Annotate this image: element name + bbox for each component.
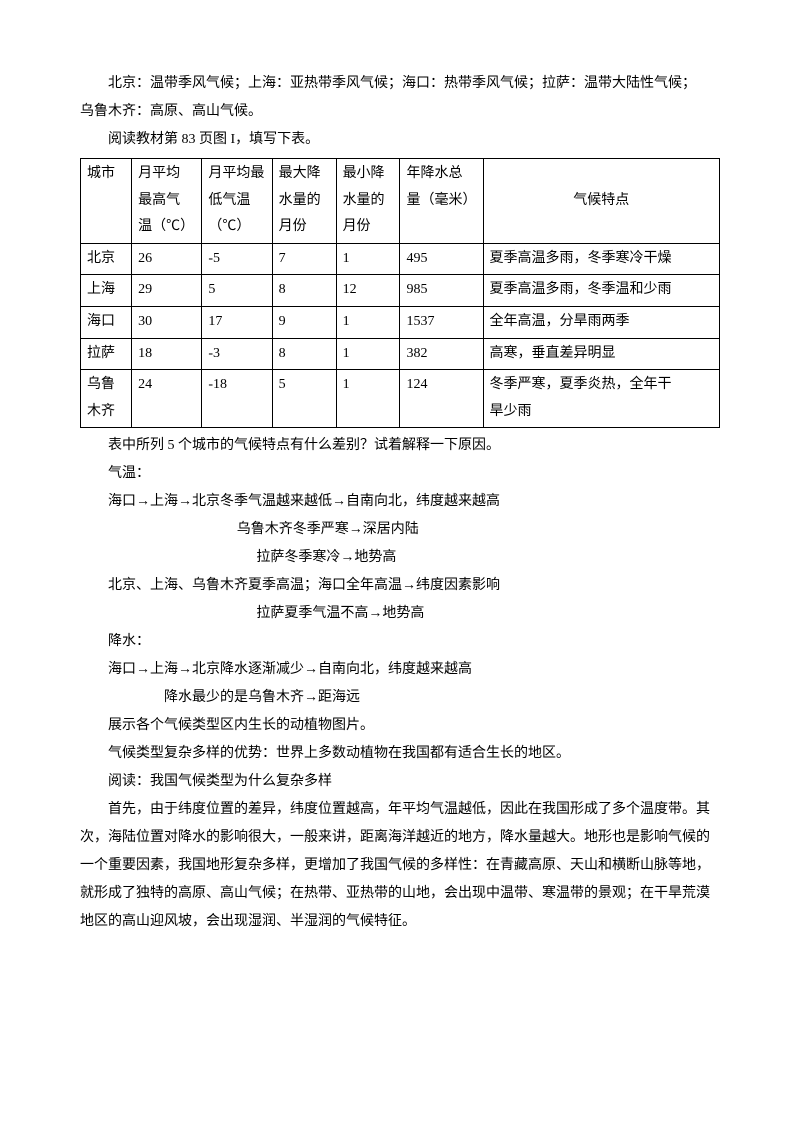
cell: 全年高温，分旱雨两季 [483,306,719,338]
instruction: 阅读教材第 83 页图 I，填写下表。 [80,126,720,154]
cell: 9 [272,306,336,338]
cell: 1537 [400,306,483,338]
climate-table: 城市 月平均最高气温（℃） 月平均最低气温（℃） 最大降水量的月份 最小降水量的… [80,158,720,428]
cell: 乌鲁木齐 [81,370,132,428]
temp-line-5: 拉萨夏季气温不高→地势高 [80,600,720,628]
col-feature: 气候特点 [483,159,719,244]
temp-line-3: 拉萨冬季寒冷→地势高 [80,544,720,572]
col-total: 年降水总量（毫米） [400,159,483,244]
cell: 1 [336,243,400,275]
question: 表中所列 5 个城市的气候特点有什么差别？试着解释一下原因。 [80,432,720,460]
cell: 1 [336,370,400,428]
cell: 17 [202,306,272,338]
table-row: 拉萨 18 -3 8 1 382 高寒，垂直差异明显 [81,338,720,370]
cell: 124 [400,370,483,428]
col-city: 城市 [81,159,132,244]
cell: 24 [132,370,202,428]
cell: 382 [400,338,483,370]
read-heading: 阅读：我国气候类型为什么复杂多样 [80,768,720,796]
table-row: 北京 26 -5 7 1 495 夏季高温多雨，冬季寒冷干燥 [81,243,720,275]
cell: 海口 [81,306,132,338]
cell: 夏季高温多雨，冬季寒冷干燥 [483,243,719,275]
cell: 夏季高温多雨，冬季温和少雨 [483,275,719,307]
cell: 冬季严寒，夏季炎热，全年干旱少雨 [483,370,719,428]
cell: 北京 [81,243,132,275]
cell: 上海 [81,275,132,307]
table-row: 上海 29 5 8 12 985 夏季高温多雨，冬季温和少雨 [81,275,720,307]
temp-line-4: 北京、上海、乌鲁木齐夏季高温；海口全年高温→纬度因素影响 [80,572,720,600]
col-minmonth: 最小降水量的月份 [336,159,400,244]
rain-line-2: 降水最少的是乌鲁木齐→距海远 [80,684,720,712]
cell: 12 [336,275,400,307]
cell: 高寒，垂直差异明显 [483,338,719,370]
cell: 1 [336,306,400,338]
cell: 8 [272,275,336,307]
col-maxtemp: 月平均最高气温（℃） [132,159,202,244]
table-row: 海口 30 17 9 1 1537 全年高温，分旱雨两季 [81,306,720,338]
cell: 7 [272,243,336,275]
cell: 5 [202,275,272,307]
cell: -5 [202,243,272,275]
advantage-line: 气候类型复杂多样的优势：世界上多数动植物在我国都有适合生长的地区。 [80,740,720,768]
col-mintemp: 月平均最低气温（℃） [202,159,272,244]
cell: 29 [132,275,202,307]
cell: 985 [400,275,483,307]
intro-line-2: 乌鲁木齐：高原、高山气候。 [80,98,720,126]
explain-paragraph: 首先，由于纬度位置的差异，纬度位置越高，年平均气温越低，因此在我国形成了多个温度… [80,796,720,936]
cell: 30 [132,306,202,338]
cell: 18 [132,338,202,370]
cell: -3 [202,338,272,370]
cell: 26 [132,243,202,275]
col-maxmonth: 最大降水量的月份 [272,159,336,244]
cell: -18 [202,370,272,428]
table-row: 乌鲁木齐 24 -18 5 1 124 冬季严寒，夏季炎热，全年干旱少雨 [81,370,720,428]
cell: 1 [336,338,400,370]
cell: 5 [272,370,336,428]
temp-line-1: 海口→上海→北京冬季气温越来越低→自南向北，纬度越来越高 [80,488,720,516]
intro-line-1: 北京：温带季风气候；上海：亚热带季风气候；海口：热带季风气候；拉萨：温带大陆性气… [80,70,720,98]
rain-line-1: 海口→上海→北京降水逐渐减少→自南向北，纬度越来越高 [80,656,720,684]
table-header-row: 城市 月平均最高气温（℃） 月平均最低气温（℃） 最大降水量的月份 最小降水量的… [81,159,720,244]
temp-label: 气温： [80,460,720,488]
cell: 495 [400,243,483,275]
show-line: 展示各个气候类型区内生长的动植物图片。 [80,712,720,740]
cell: 8 [272,338,336,370]
rain-label: 降水： [80,628,720,656]
cell: 拉萨 [81,338,132,370]
temp-line-2: 乌鲁木齐冬季严寒→深居内陆 [80,516,720,544]
